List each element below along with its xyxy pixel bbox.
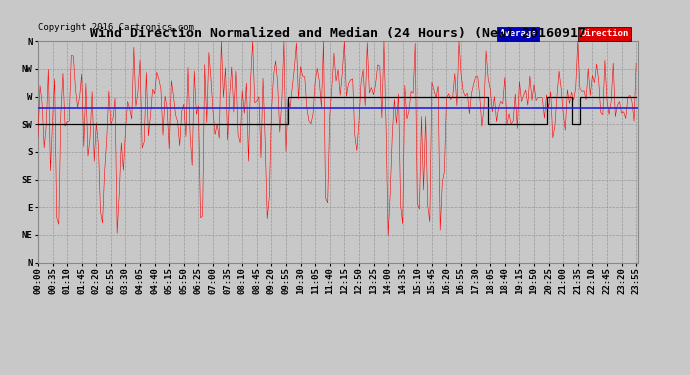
- Text: Direction: Direction: [580, 30, 629, 39]
- Title: Wind Direction Normalized and Median (24 Hours) (New) 20160917: Wind Direction Normalized and Median (24…: [90, 27, 586, 40]
- Text: Copyright 2016 Cartronics.com: Copyright 2016 Cartronics.com: [38, 23, 194, 32]
- Text: Average: Average: [500, 30, 537, 39]
